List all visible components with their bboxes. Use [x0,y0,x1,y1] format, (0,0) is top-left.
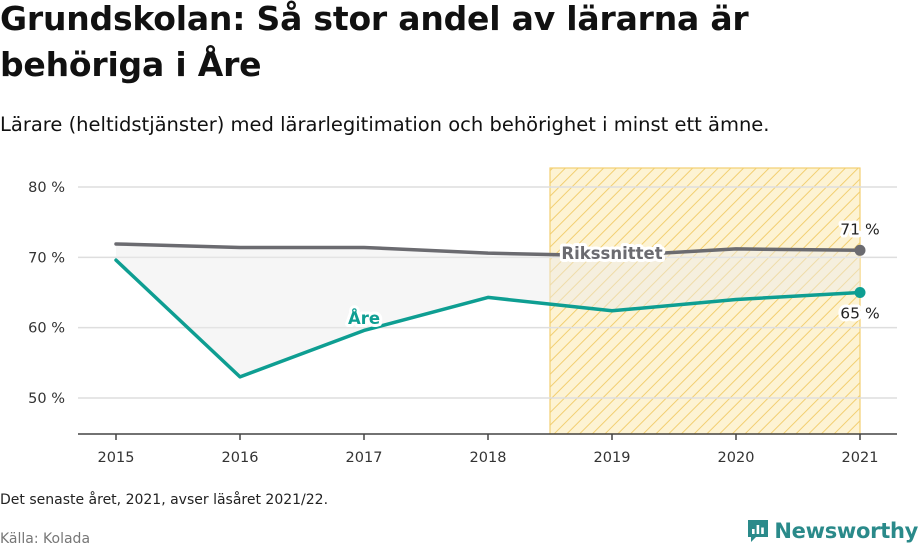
series-label-rikssnittet-halo: Rikssnittet [561,244,662,263]
newsworthy-logo-icon [748,520,769,542]
x-tick-label: 2019 [594,450,631,466]
line-chart: 50 % 60 % 70 % 80 % 2015 2016 2017 2018 2019 202… [28,167,897,466]
end-point-rikssnittet [854,244,866,256]
series-label-rikssnittet: Rikssnittet [561,244,662,263]
footnote: Det senaste året, 2021, avser läsåret 20… [0,492,329,508]
y-tick-label: 80 % [28,180,65,196]
x-tick-label: 2016 [222,450,259,466]
end-label-are: 65 % [840,305,879,323]
x-tick-label: 2015 [98,450,135,466]
series-label-are: Åre [348,309,380,328]
gap-area [116,243,860,377]
end-point-are [854,287,866,298]
chart-title: Grundskolan: Så stor andel av lärarna är… [0,0,749,84]
x-tick-label: 2021 [842,450,879,466]
series-label-are-halo: Åre [348,309,380,328]
y-tick-label: 60 % [28,321,65,337]
end-label-rikssnittet: 71 % [840,220,879,238]
series-line-rikssnittet [114,242,862,258]
newsworthy-logo: Newsworthy [746,518,918,544]
end-label-are-halo: 65 % [840,305,879,323]
series-line-are [114,258,862,379]
x-tick-label: 2017 [346,450,383,466]
chart-subtitle: Lärare (heltidstjänster) med lärarlegiti… [0,113,770,136]
x-tick-label: 2018 [470,450,507,466]
x-tick-label: 2020 [718,450,755,466]
source-note: Källa: Kolada [0,531,91,547]
y-tick-label: 50 % [28,391,65,407]
y-tick-label: 70 % [28,250,65,266]
brand-name: Newsworthy [774,519,918,543]
end-label-rikssnittet-halo: 71 % [840,220,879,238]
